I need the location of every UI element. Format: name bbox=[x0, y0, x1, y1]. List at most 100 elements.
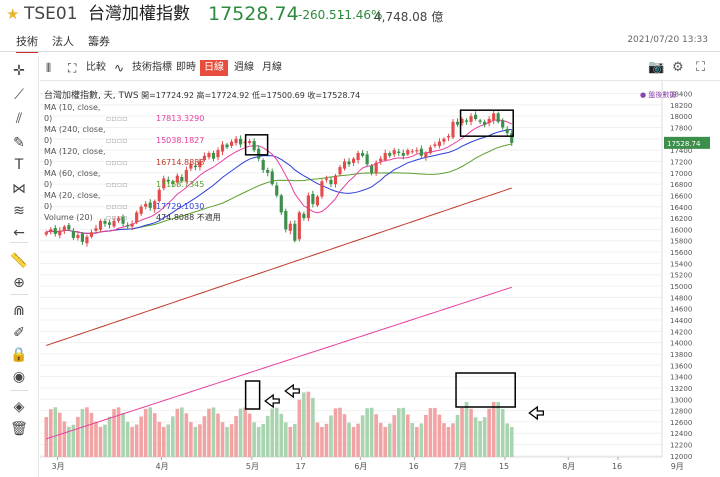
back-arrow-icon[interactable]: ← bbox=[13, 225, 25, 241]
lock-drawing-icon[interactable]: ✐ bbox=[13, 325, 25, 341]
y-tick-label: 15800 bbox=[670, 238, 692, 246]
legend-ma-row: Volume (20) ▫▫▫▫ 474.8088 不適用 bbox=[44, 212, 360, 223]
x-tick-label: 4月 bbox=[156, 462, 169, 471]
y-tick-label: 12200 bbox=[670, 442, 692, 450]
candle-body bbox=[62, 226, 66, 231]
volume-bar bbox=[356, 423, 360, 457]
candle-body bbox=[442, 138, 446, 142]
camera-icon[interactable]: 📷 bbox=[648, 60, 665, 75]
candle-body bbox=[406, 150, 410, 155]
legend-ma-controls-icon[interactable]: ▫▫▫▫ bbox=[106, 136, 128, 145]
magnet-icon[interactable]: ⋒ bbox=[13, 303, 25, 319]
candle-body bbox=[288, 223, 292, 231]
trend-line-icon[interactable]: ⟋ bbox=[14, 87, 24, 103]
volume-bar bbox=[229, 424, 234, 457]
y-tick-label: 16800 bbox=[670, 181, 692, 189]
pattern-tool-icon[interactable]: ⋈ bbox=[12, 181, 26, 197]
volume-bar bbox=[211, 407, 216, 457]
daily-button[interactable]: 日線 bbox=[200, 60, 228, 76]
legend-ma-name: MA (240, close, 0) bbox=[44, 125, 106, 145]
candle-body bbox=[171, 181, 175, 185]
legend-ma-controls-icon[interactable]: ▫▫▫▫ bbox=[106, 114, 128, 123]
annotation-box bbox=[244, 380, 261, 410]
realtime-button[interactable]: 即時 bbox=[176, 62, 196, 73]
legend-ma-controls-icon[interactable]: ▫▫▫▫ bbox=[106, 202, 128, 211]
crosshair-icon[interactable]: ✛ bbox=[13, 63, 25, 79]
candle-body bbox=[487, 119, 491, 124]
candle-body bbox=[492, 113, 496, 121]
candle-body bbox=[85, 236, 89, 244]
y-tick-label: 13800 bbox=[670, 351, 692, 359]
tab-institutional[interactable]: 法人 bbox=[52, 35, 74, 48]
layers-icon[interactable]: ◈ bbox=[13, 399, 25, 415]
candle-body bbox=[306, 195, 310, 219]
candle-body bbox=[266, 169, 270, 173]
lock-icon[interactable]: 🔒 bbox=[10, 347, 28, 363]
compare-icon[interactable]: ⛶ bbox=[68, 61, 77, 75]
legend-ma-value: 17729.1030 bbox=[156, 202, 205, 211]
candle-body bbox=[505, 128, 509, 134]
legend-ma-name: Volume (20) bbox=[44, 213, 93, 222]
monthly-button[interactable]: 月線 bbox=[262, 62, 282, 73]
settings-gear-icon[interactable]: ⚙ bbox=[672, 60, 684, 75]
y-tick-label: 13000 bbox=[670, 396, 692, 404]
volume-bar bbox=[433, 407, 437, 457]
candle-body bbox=[424, 152, 428, 158]
ma20-line bbox=[46, 128, 512, 234]
y-tick-label: 17800 bbox=[670, 124, 692, 132]
header-divider bbox=[0, 51, 720, 52]
text-tool-icon[interactable]: T bbox=[14, 157, 24, 173]
price-chart[interactable]: 12000 12200 12400 12600 12800 13000 13200 13400… bbox=[40, 81, 720, 477]
candle-body bbox=[338, 167, 342, 175]
volume-bar bbox=[419, 423, 424, 457]
tab-technical[interactable]: 技術 bbox=[16, 33, 38, 53]
favorite-star-icon[interactable]: ★ bbox=[6, 5, 20, 23]
legend-ma-value: 17813.3290 bbox=[156, 114, 205, 123]
volume-bar bbox=[157, 421, 162, 457]
annotation-box bbox=[459, 109, 514, 137]
volume-bar bbox=[374, 414, 378, 457]
y-tick-label: 13400 bbox=[670, 374, 692, 382]
candle-type-icon[interactable]: ⫴ bbox=[46, 61, 52, 75]
y-tick-label: 13600 bbox=[670, 362, 692, 370]
legend-ma-controls-icon[interactable]: ▫▫▫▫ bbox=[106, 213, 128, 222]
volume-bar bbox=[491, 401, 496, 457]
volume-bar bbox=[415, 426, 419, 457]
fibonacci-icon[interactable]: ≋ bbox=[13, 203, 25, 219]
volume-bar bbox=[220, 422, 225, 457]
volume-bar bbox=[365, 408, 369, 457]
volume-bar bbox=[496, 402, 500, 457]
legend-ma-controls-icon[interactable]: ▫▫▫▫ bbox=[106, 158, 128, 167]
eye-icon[interactable]: ◉ bbox=[12, 369, 26, 385]
candle-body bbox=[261, 160, 265, 170]
candle-body bbox=[76, 235, 80, 238]
y-tick-label: 12400 bbox=[670, 430, 692, 438]
candle-body bbox=[437, 141, 442, 146]
brush-icon[interactable]: ✎ bbox=[13, 135, 25, 151]
ruler-icon[interactable]: 📏 bbox=[10, 253, 28, 269]
y-tick-label: 14400 bbox=[670, 317, 692, 325]
legend-ma-value: 15038.1827 bbox=[156, 136, 205, 145]
weekly-button[interactable]: 週線 bbox=[234, 62, 254, 73]
indicator-icon[interactable]: ∿ bbox=[114, 61, 125, 75]
section-tabs: 技術 法人 籌券 bbox=[0, 30, 720, 53]
volume-bar bbox=[424, 414, 428, 457]
y-tick-label: 12800 bbox=[670, 408, 692, 416]
legend-ma-name: MA (120, close, 0) bbox=[44, 147, 106, 167]
volume-bar bbox=[261, 424, 265, 457]
parallel-lines-icon[interactable]: ⫽ bbox=[15, 111, 23, 127]
volume-bar bbox=[243, 407, 247, 457]
trash-icon[interactable]: 🗑 bbox=[10, 421, 28, 437]
legend-ma-controls-icon[interactable]: ▫▫▫▫ bbox=[106, 180, 128, 189]
compare-button[interactable]: 比較 bbox=[86, 62, 106, 73]
volume-bar bbox=[464, 401, 469, 457]
zoom-in-icon[interactable]: ⊕ bbox=[13, 275, 25, 291]
indicators-button[interactable]: 技術指標 bbox=[132, 62, 172, 73]
toolbar-divider-2 bbox=[10, 294, 28, 295]
volume-bar bbox=[180, 407, 184, 457]
y-tick-label: 14800 bbox=[670, 294, 692, 302]
fullscreen-icon[interactable]: ⛶ bbox=[696, 60, 706, 75]
volume-bar bbox=[202, 416, 207, 457]
tab-margin[interactable]: 籌券 bbox=[88, 35, 110, 48]
data-timestamp: 2021/07/20 13:33 bbox=[627, 35, 708, 45]
